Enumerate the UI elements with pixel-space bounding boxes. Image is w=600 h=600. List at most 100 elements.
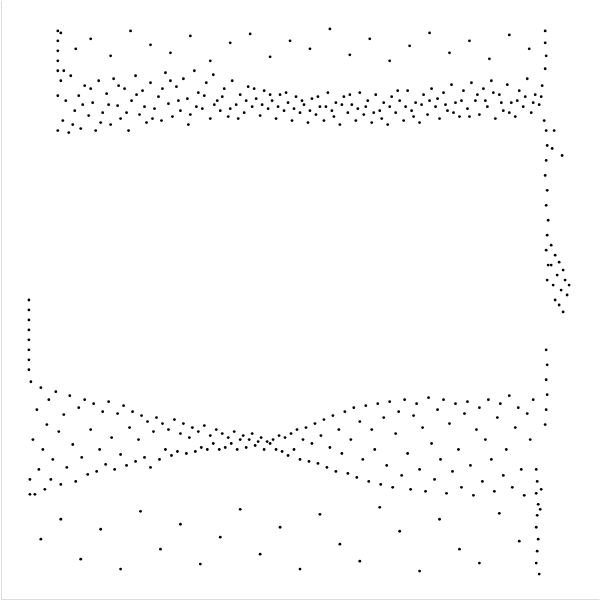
point (382, 101, 385, 104)
point (221, 432, 224, 435)
point (263, 448, 266, 451)
point (502, 109, 505, 112)
point (315, 113, 318, 116)
point (364, 105, 367, 108)
point (28, 299, 31, 302)
point (209, 59, 212, 62)
point (161, 87, 164, 90)
point (158, 458, 161, 461)
point (74, 480, 77, 483)
point (376, 402, 379, 405)
point (281, 450, 284, 453)
point (99, 121, 102, 124)
point (458, 115, 461, 118)
point (543, 119, 546, 122)
point (245, 446, 248, 449)
point (301, 99, 304, 102)
point (137, 438, 140, 441)
point (209, 117, 212, 120)
point (540, 488, 543, 491)
point (556, 274, 559, 277)
point (287, 454, 290, 457)
point (86, 473, 89, 476)
point (303, 103, 306, 106)
point (372, 111, 375, 114)
point (346, 111, 349, 114)
point (421, 426, 424, 429)
point (251, 432, 254, 435)
point (330, 109, 333, 112)
point (189, 113, 192, 116)
point (99, 528, 102, 531)
point (535, 526, 538, 529)
point (159, 548, 162, 551)
point (325, 105, 328, 108)
point (329, 28, 332, 31)
point (448, 422, 451, 425)
point (438, 117, 441, 120)
point (65, 466, 68, 469)
point (189, 34, 192, 37)
point (272, 438, 275, 441)
point (167, 102, 170, 105)
point (499, 402, 502, 405)
point (257, 440, 260, 443)
point (532, 398, 535, 401)
point (448, 51, 451, 54)
point (536, 550, 539, 553)
point (107, 400, 110, 403)
point (370, 121, 373, 124)
point (81, 103, 84, 106)
point (263, 89, 266, 92)
point (460, 99, 463, 102)
point (451, 470, 454, 473)
point (514, 115, 517, 118)
point (56, 94, 59, 97)
point (502, 474, 505, 477)
point (506, 83, 509, 86)
point (49, 478, 52, 481)
point (56, 69, 59, 72)
point (269, 93, 272, 96)
point (212, 442, 215, 445)
point (458, 548, 461, 551)
axis-line (1, 2, 2, 600)
point (266, 440, 269, 443)
point (396, 89, 399, 92)
point (247, 85, 250, 88)
point (28, 338, 31, 341)
point (514, 426, 517, 429)
point (279, 526, 282, 529)
point (446, 109, 449, 112)
point (388, 400, 391, 403)
point (498, 93, 501, 96)
point (45, 423, 48, 426)
point (59, 483, 62, 486)
point (424, 490, 427, 493)
point (185, 452, 188, 455)
point (116, 412, 119, 415)
point (74, 47, 77, 50)
point (177, 99, 180, 102)
point (445, 492, 448, 495)
point (529, 438, 532, 441)
point (109, 123, 112, 126)
point (309, 47, 312, 50)
point (470, 81, 473, 84)
point (454, 402, 457, 405)
point (462, 89, 465, 92)
point (454, 101, 457, 104)
point (319, 105, 322, 108)
point (476, 93, 479, 96)
point (546, 234, 549, 237)
point (478, 406, 481, 409)
point (550, 244, 553, 247)
point (116, 104, 119, 107)
point (518, 540, 521, 543)
point (400, 474, 403, 477)
point (182, 77, 185, 80)
point (379, 483, 382, 486)
point (545, 129, 548, 132)
point (545, 408, 548, 411)
point (398, 530, 401, 533)
